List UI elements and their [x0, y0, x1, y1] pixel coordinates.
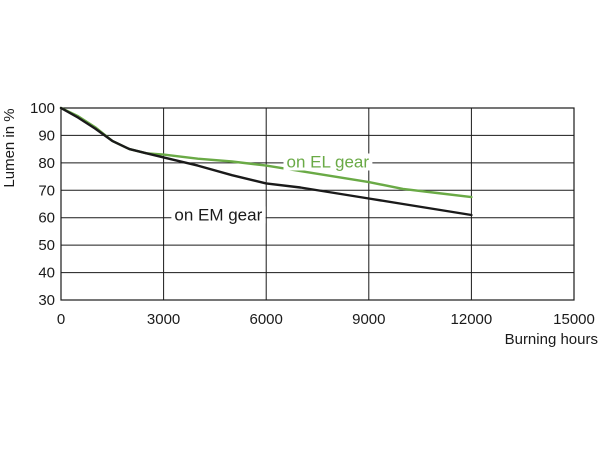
series-label-text: on EL gear [286, 152, 369, 171]
series-label-backdrop [283, 153, 373, 171]
tick-labels: 30 40 50 60 70 80 90 100 0 3000 6000 9000 12000 15000 [30, 100, 595, 328]
y-tick-label: 50 [38, 237, 55, 254]
series-label-em-gear: on EM gear [171, 205, 266, 224]
y-tick-label: 60 [38, 210, 55, 227]
plot-frame [60, 107, 575, 301]
series-lines [59, 106, 473, 217]
x-tick-label: 12000 [451, 311, 493, 328]
y-tick-label: 100 [30, 100, 55, 117]
x-tick-label: 15000 [553, 311, 595, 328]
series-line-em-gear [59, 106, 473, 217]
y-tick-label: 80 [38, 155, 55, 172]
series-labels: on EL gear on EM gear [171, 152, 373, 224]
x-tick-label: 9000 [352, 311, 385, 328]
y-tick-label: 90 [38, 127, 55, 144]
y-axis-title: Lumen in % [1, 108, 18, 187]
x-axis-title: Burning hours [505, 331, 598, 348]
series-label-el-gear: on EL gear [283, 152, 373, 171]
x-tick-label: 0 [57, 311, 65, 328]
series-label-backdrop [171, 206, 266, 224]
y-tick-label: 40 [38, 265, 55, 282]
y-tick-label: 30 [38, 292, 55, 309]
y-tick-label: 70 [38, 182, 55, 199]
grid [61, 108, 574, 300]
x-tick-label: 3000 [147, 311, 180, 328]
x-tick-label: 6000 [250, 311, 283, 328]
series-label-text: on EM gear [174, 205, 262, 224]
